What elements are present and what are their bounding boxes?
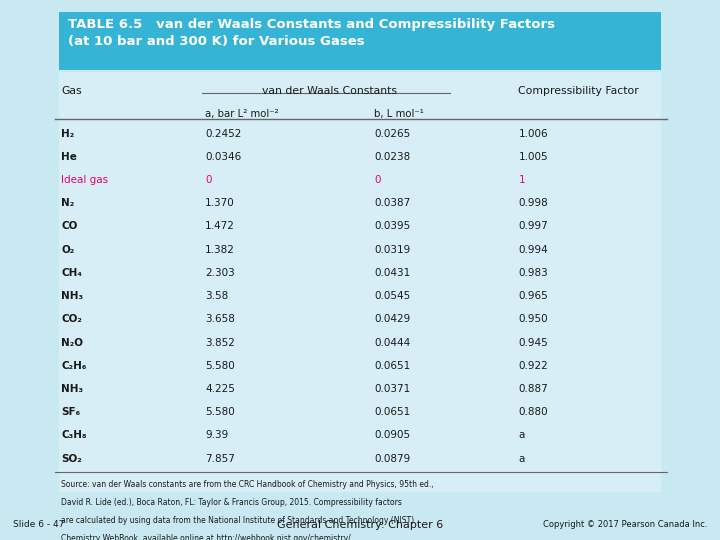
- Text: 0.0429: 0.0429: [374, 314, 410, 325]
- Text: 0.965: 0.965: [518, 291, 548, 301]
- Text: 0.950: 0.950: [518, 314, 548, 325]
- Text: SF₆: SF₆: [61, 407, 81, 417]
- Text: 0.0238: 0.0238: [374, 152, 410, 162]
- Text: 0.0545: 0.0545: [374, 291, 410, 301]
- Text: 5.580: 5.580: [205, 407, 235, 417]
- Text: NH₃: NH₃: [61, 291, 84, 301]
- Text: 1: 1: [518, 175, 525, 185]
- Text: 7.857: 7.857: [205, 454, 235, 464]
- Text: 0.0319: 0.0319: [374, 245, 410, 255]
- Text: C₂H₆: C₂H₆: [61, 361, 86, 371]
- Text: 0.2452: 0.2452: [205, 129, 242, 139]
- Text: 0.887: 0.887: [518, 384, 548, 394]
- Text: H₂: H₂: [61, 129, 74, 139]
- Text: NH₃: NH₃: [61, 384, 84, 394]
- Text: N₂: N₂: [61, 198, 74, 208]
- FancyBboxPatch shape: [59, 12, 661, 70]
- Text: (at 10 bar and 300 K) for Various Gases: (at 10 bar and 300 K) for Various Gases: [68, 35, 364, 48]
- Text: David R. Lide (ed.), Boca Raton, FL: Taylor & Francis Group, 2015. Compressibili: David R. Lide (ed.), Boca Raton, FL: Tay…: [61, 498, 402, 507]
- Text: 0.0265: 0.0265: [374, 129, 410, 139]
- Text: 0: 0: [205, 175, 212, 185]
- Text: 9.39: 9.39: [205, 430, 228, 441]
- FancyBboxPatch shape: [59, 72, 661, 492]
- Text: a: a: [518, 430, 525, 441]
- Text: 0.994: 0.994: [518, 245, 548, 255]
- Text: 3.658: 3.658: [205, 314, 235, 325]
- Text: 0.945: 0.945: [518, 338, 548, 348]
- Text: van der Waals Constants: van der Waals Constants: [262, 86, 397, 97]
- Text: 0.983: 0.983: [518, 268, 548, 278]
- Text: 1.005: 1.005: [518, 152, 548, 162]
- Text: Source: van der Waals constants are from the CRC Handbook of Chemistry and Physi: Source: van der Waals constants are from…: [61, 480, 434, 489]
- Text: a: a: [518, 454, 525, 464]
- Text: Copyright © 2017 Pearson Canada Inc.: Copyright © 2017 Pearson Canada Inc.: [543, 521, 707, 529]
- Text: Gas: Gas: [61, 86, 82, 97]
- Text: 0.0387: 0.0387: [374, 198, 410, 208]
- Text: CO₂: CO₂: [61, 314, 82, 325]
- Text: 0.0371: 0.0371: [374, 384, 410, 394]
- Text: a, bar L² mol⁻²: a, bar L² mol⁻²: [205, 109, 279, 119]
- Text: Chemistry WebBook, available online at http://webbook.nist.gov/chemistry/.: Chemistry WebBook, available online at h…: [61, 534, 354, 540]
- Text: 0.922: 0.922: [518, 361, 548, 371]
- Text: 2.303: 2.303: [205, 268, 235, 278]
- Text: 0.0346: 0.0346: [205, 152, 241, 162]
- Text: 0.998: 0.998: [518, 198, 548, 208]
- Text: Ideal gas: Ideal gas: [61, 175, 108, 185]
- Text: He: He: [61, 152, 77, 162]
- Text: 3.852: 3.852: [205, 338, 235, 348]
- Text: CO: CO: [61, 221, 78, 232]
- Text: 0.997: 0.997: [518, 221, 548, 232]
- Text: 4.225: 4.225: [205, 384, 235, 394]
- Text: 0.0431: 0.0431: [374, 268, 410, 278]
- Text: Slide 6 - 47: Slide 6 - 47: [13, 521, 64, 529]
- Text: 1.370: 1.370: [205, 198, 235, 208]
- Text: C₃H₈: C₃H₈: [61, 430, 86, 441]
- Text: 0.0905: 0.0905: [374, 430, 410, 441]
- Text: 3.58: 3.58: [205, 291, 228, 301]
- Text: TABLE 6.5   van der Waals Constants and Compressibility Factors: TABLE 6.5 van der Waals Constants and Co…: [68, 18, 554, 31]
- Text: 0.0879: 0.0879: [374, 454, 410, 464]
- Text: 0.0395: 0.0395: [374, 221, 410, 232]
- Text: b, L mol⁻¹: b, L mol⁻¹: [374, 109, 424, 119]
- Text: 0: 0: [374, 175, 381, 185]
- Text: 0.0651: 0.0651: [374, 361, 410, 371]
- Text: 0.880: 0.880: [518, 407, 548, 417]
- Text: 1.006: 1.006: [518, 129, 548, 139]
- Text: 1.382: 1.382: [205, 245, 235, 255]
- Text: Compressibility Factor: Compressibility Factor: [518, 86, 639, 97]
- Text: CH₄: CH₄: [61, 268, 82, 278]
- Text: O₂: O₂: [61, 245, 74, 255]
- Text: General Chemistry: Chapter 6: General Chemistry: Chapter 6: [277, 520, 443, 530]
- Text: SO₂: SO₂: [61, 454, 82, 464]
- Text: 0.0444: 0.0444: [374, 338, 410, 348]
- Text: 0.0651: 0.0651: [374, 407, 410, 417]
- Text: N₂O: N₂O: [61, 338, 84, 348]
- Text: are calculated by using data from the National Institute of Standards and Techno: are calculated by using data from the Na…: [61, 516, 414, 525]
- Text: 1.472: 1.472: [205, 221, 235, 232]
- Text: 5.580: 5.580: [205, 361, 235, 371]
